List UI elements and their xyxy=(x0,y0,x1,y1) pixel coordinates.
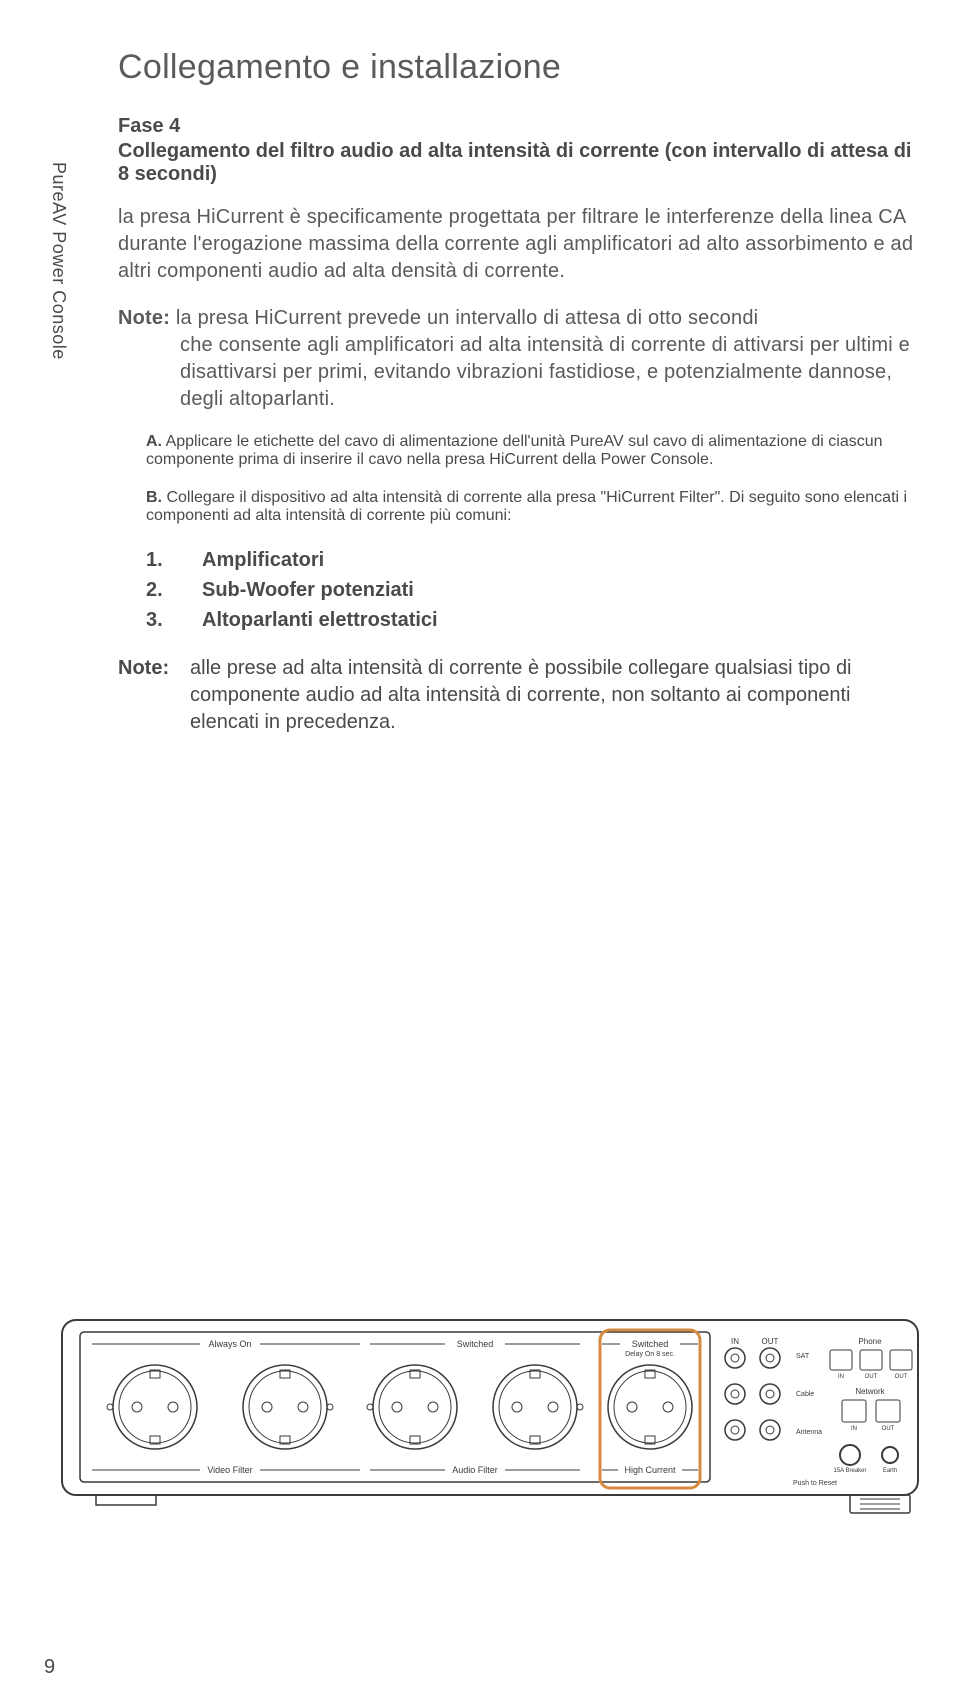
label-video-filter: Video Filter xyxy=(207,1465,252,1475)
label-always-on: Always On xyxy=(208,1339,251,1349)
note-text-inline: la presa HiCurrent prevede un intervallo… xyxy=(176,307,758,329)
phase-subheading: Collegamento del filtro audio ad alta in… xyxy=(118,140,918,186)
label-phone: Phone xyxy=(858,1337,882,1346)
page-content: Collegamento e installazione Fase 4 Coll… xyxy=(118,48,918,736)
step-b: B. Collegare il dispositivo ad alta inte… xyxy=(118,489,918,525)
list-num: 3. xyxy=(146,605,202,635)
label-out-4: OUT xyxy=(882,1426,895,1432)
step-a: A. Applicare le etichette del cavo di al… xyxy=(118,433,918,469)
list-item: 1. Amplificatori xyxy=(146,545,918,575)
list-item: 3. Altoparlanti elettrostatici xyxy=(146,605,918,635)
note2-label: Note: xyxy=(118,655,190,736)
list-text: Amplificatori xyxy=(202,545,324,575)
note-2: Note: alle prese ad alta intensità di co… xyxy=(118,655,918,736)
list-text: Sub-Woofer potenziati xyxy=(202,575,414,605)
note-label: Note: xyxy=(118,307,170,329)
label-out-2: OUT xyxy=(865,1374,878,1380)
step-b-text: Collegare il dispositivo ad alta intensi… xyxy=(146,489,907,524)
step-a-text: Applicare le etichette del cavo di alime… xyxy=(146,433,883,468)
label-switched-2: Switched xyxy=(632,1339,669,1349)
label-sat: SAT xyxy=(796,1353,810,1360)
list-num: 1. xyxy=(146,545,202,575)
step-b-letter: B. xyxy=(146,489,162,506)
list-num: 2. xyxy=(146,575,202,605)
label-breaker: 15A Breaker xyxy=(833,1468,866,1474)
note-body: che consente agli amplificatori ad alta … xyxy=(118,332,918,413)
label-reset: Push to Reset xyxy=(793,1480,837,1487)
label-high-current: High Current xyxy=(624,1465,676,1475)
label-in: IN xyxy=(731,1337,739,1346)
label-delay: Delay On 8 sec. xyxy=(625,1351,675,1358)
label-switched: Switched xyxy=(457,1339,494,1349)
page-title: Collegamento e installazione xyxy=(118,48,918,87)
list-item: 2. Sub-Woofer potenziati xyxy=(146,575,918,605)
label-antenna: Antenna xyxy=(796,1429,822,1436)
label-out-3: OUT xyxy=(895,1374,908,1380)
page-number: 9 xyxy=(44,1656,55,1679)
label-audio-filter: Audio Filter xyxy=(452,1465,498,1475)
phase-heading: Fase 4 xyxy=(118,115,918,138)
label-in-3: IN xyxy=(851,1426,857,1432)
step-a-letter: A. xyxy=(146,433,162,450)
label-out: OUT xyxy=(762,1337,779,1346)
note2-text: alle prese ad alta intensità di corrente… xyxy=(190,655,918,736)
note-1: Note: la presa HiCurrent prevede un inte… xyxy=(118,305,918,413)
list-text: Altoparlanti elettrostatici xyxy=(202,605,438,635)
label-network: Network xyxy=(855,1387,885,1396)
intro-paragraph: la presa HiCurrent è specificamente prog… xyxy=(118,204,918,285)
sidebar-label: PureAV Power Console xyxy=(48,162,69,360)
label-in-2: IN xyxy=(838,1374,844,1380)
label-earth: Earth xyxy=(883,1468,897,1474)
label-cable: Cable xyxy=(796,1391,814,1398)
rear-panel-diagram: Always On Switched Switched Delay On 8 s… xyxy=(60,1310,920,1520)
component-list: 1. Amplificatori 2. Sub-Woofer potenziat… xyxy=(118,545,918,635)
